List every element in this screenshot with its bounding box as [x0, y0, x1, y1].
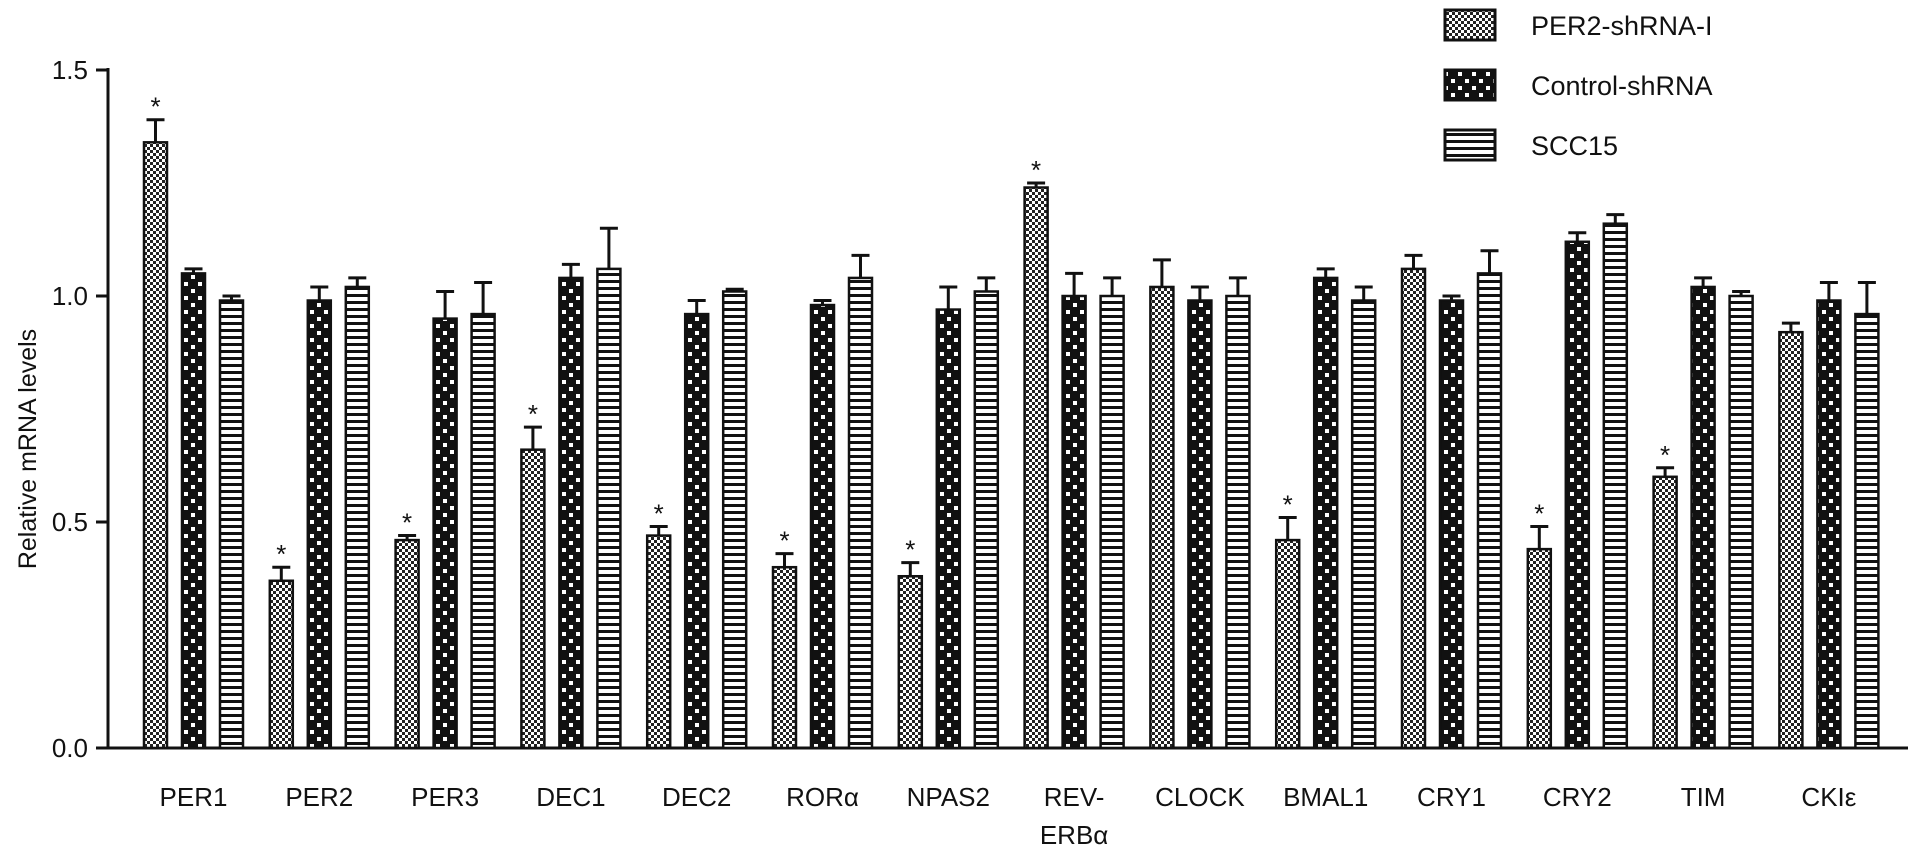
bar: [596, 267, 622, 750]
bar: [1854, 312, 1880, 750]
bar: [1274, 538, 1301, 750]
bar: [1778, 330, 1804, 750]
bar: [1099, 294, 1125, 750]
category-label: DEC1: [536, 782, 605, 812]
category-label: RORα: [786, 782, 859, 812]
bar: [180, 272, 207, 750]
bar: [268, 579, 295, 750]
bar: [1225, 294, 1251, 750]
bar: [1149, 285, 1175, 750]
bar: [1438, 299, 1465, 750]
legend-label: PER2-shRNA-I: [1531, 11, 1713, 41]
bar: [142, 141, 169, 750]
bar: [1187, 299, 1213, 750]
bar: [771, 565, 798, 750]
category-label: CRY1: [1417, 782, 1486, 812]
bar: [1061, 294, 1087, 750]
category-label: PER2: [285, 782, 353, 812]
bar: [935, 308, 962, 750]
bars: [142, 118, 1880, 750]
bar: [1023, 186, 1049, 750]
bar: [432, 317, 458, 750]
category-label: PER3: [411, 782, 479, 812]
bar: [306, 299, 333, 750]
legend-swatch: [1443, 68, 1497, 102]
significance-marker: *: [150, 92, 160, 122]
significance-marker: *: [1534, 499, 1544, 529]
bar: [1476, 272, 1503, 750]
bar: [1312, 276, 1339, 750]
bar: [973, 290, 1000, 750]
bar: [218, 299, 245, 750]
category-label: TIM: [1681, 782, 1726, 812]
bar: [394, 538, 420, 750]
bar: [683, 312, 710, 750]
category-label: CRY2: [1543, 782, 1612, 812]
category-label: BMAL1: [1283, 782, 1368, 812]
bar: [809, 303, 836, 750]
bar: [1526, 547, 1553, 750]
y-tick-label: 1.0: [52, 281, 88, 311]
category-label: PER1: [160, 782, 228, 812]
significance-marker: *: [1031, 155, 1041, 185]
bar: [897, 574, 924, 750]
bar: [344, 285, 371, 750]
category-label: REV-: [1044, 782, 1105, 812]
bar: [721, 290, 748, 750]
legend: PER2-shRNA-I Control-shRNA SCC15: [1443, 8, 1713, 162]
significance-marker: *: [1283, 489, 1293, 519]
y-axis-label: Relative mRNA levels: [14, 329, 42, 569]
legend-swatch: [1443, 8, 1497, 42]
bar: [470, 312, 496, 750]
significance-marker: *: [528, 399, 538, 429]
y-tick-label: 0.5: [52, 507, 88, 537]
bar: [558, 276, 584, 750]
significance-marker: *: [276, 539, 286, 569]
bar: [847, 276, 874, 750]
bar: [1400, 267, 1427, 750]
significance-marker: *: [402, 508, 412, 538]
category-label: ERBα: [1040, 820, 1109, 850]
y-tick-label: 0.0: [52, 733, 88, 763]
significance-marker: *: [905, 535, 915, 565]
bar: [1602, 222, 1629, 750]
bar: [1816, 299, 1842, 750]
category-label: NPAS2: [907, 782, 990, 812]
significance-marker: *: [654, 499, 664, 529]
bar: [1652, 475, 1678, 750]
bar: [1690, 285, 1716, 750]
bar: [645, 534, 672, 750]
significance-marker: *: [1660, 440, 1670, 470]
labels: * PER1 * PER2 * PER3 * DEC1 * DEC2 * RORα * NPAS2 * REV…: [150, 92, 1856, 850]
bar: [1350, 299, 1377, 750]
bar: [1728, 294, 1754, 750]
legend-label: SCC15: [1531, 131, 1618, 161]
category-label: CKIε: [1801, 782, 1856, 812]
legend-swatch: [1443, 128, 1497, 162]
significance-marker: *: [779, 526, 789, 556]
legend-label: Control-shRNA: [1531, 71, 1713, 101]
category-label: DEC2: [662, 782, 731, 812]
y-tick-label: 1.5: [52, 55, 88, 85]
category-label: CLOCK: [1155, 782, 1245, 812]
bar: [1564, 240, 1591, 750]
bar: [520, 448, 546, 750]
